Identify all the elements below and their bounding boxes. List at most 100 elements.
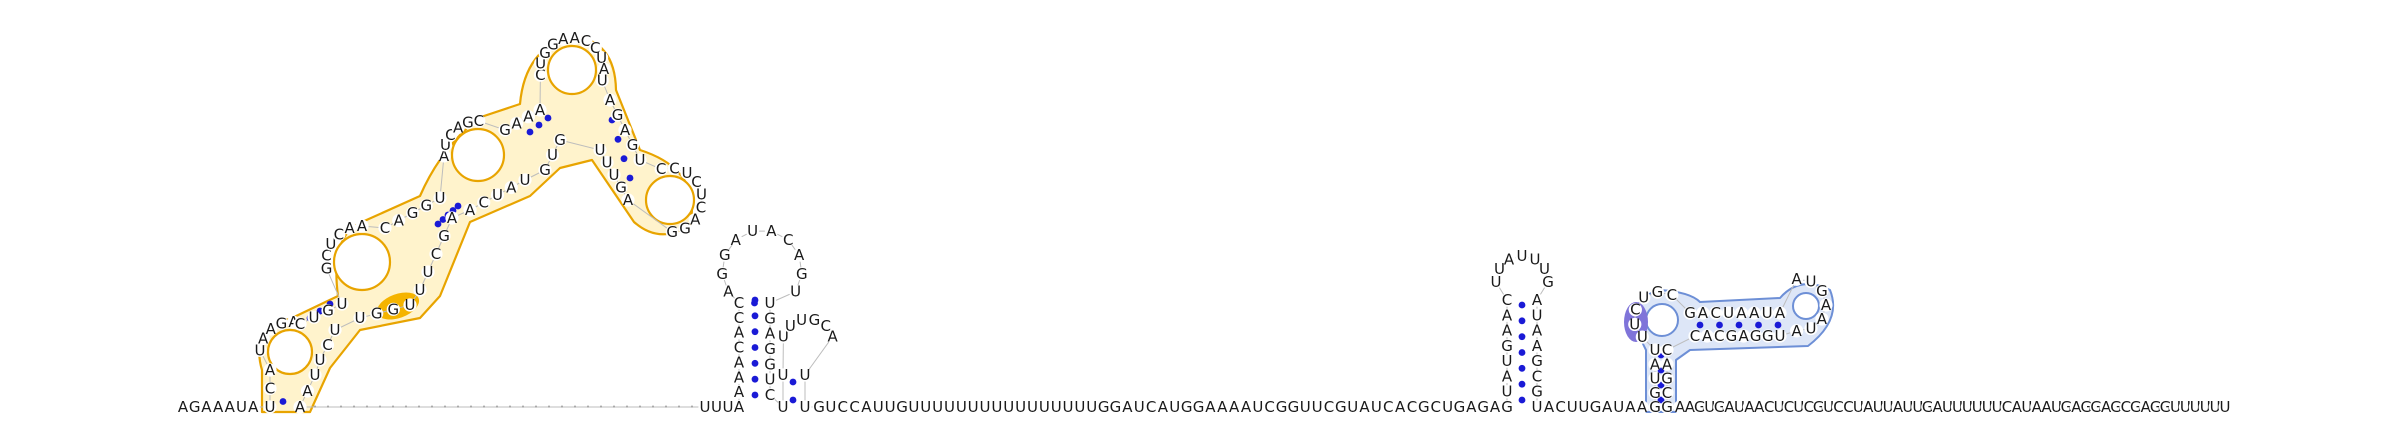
nucleotide-bg — [392, 213, 406, 228]
nucleotide: A — [302, 382, 313, 400]
nucleotide: A — [1736, 304, 1747, 322]
nucleotide: G — [1181, 398, 1193, 416]
nucleotide: C — [445, 126, 455, 144]
nucleotide: C — [1667, 286, 1677, 304]
nucleotide: G — [1694, 398, 1706, 416]
nucleotide: A — [265, 361, 276, 379]
nucleotide-bg — [1761, 329, 1775, 343]
nucleotide: G — [1726, 327, 1738, 345]
nucleotide: · — [378, 398, 383, 416]
nucleotide: A — [1602, 398, 1613, 416]
nucleotide-bg — [553, 133, 567, 147]
nucleotide: U — [440, 136, 451, 154]
nucleotide: C — [1804, 398, 1814, 416]
nucleotide: G — [438, 227, 450, 245]
nucleotide: U — [255, 341, 266, 359]
nucleotide: · — [326, 398, 331, 416]
nucleotide: U — [765, 371, 776, 389]
nucleotide: U — [785, 317, 796, 335]
nucleotide: U — [597, 72, 608, 90]
orange-loop-2 — [332, 232, 392, 292]
base-pair-dot — [751, 344, 759, 351]
nucleotide: A — [1698, 304, 1709, 322]
nucleotide: C — [691, 173, 701, 191]
nucleotide: C — [590, 39, 600, 57]
nucleotide: A — [1791, 322, 1802, 340]
nucleotide-bg — [718, 248, 732, 262]
nucleotide-bg — [1489, 275, 1503, 289]
nucleotide: A — [439, 147, 450, 165]
base-pair-dot — [620, 155, 628, 163]
nucleotide-bg — [1025, 400, 1040, 414]
nucleotide-bg — [1502, 252, 1516, 267]
nucleotide-bg — [533, 103, 547, 117]
nucleotide: · — [443, 398, 448, 416]
nucleotide: U — [355, 309, 366, 327]
nucleotide: G — [1501, 398, 1513, 416]
nucleotide-bg — [1749, 329, 1763, 343]
nucleotide: A — [2101, 398, 2112, 416]
nucleotide-bg — [2139, 400, 2153, 414]
nucleotide-bg — [463, 203, 477, 217]
nucleotide-bg — [776, 400, 790, 414]
nucleotide-bg — [1144, 400, 1158, 414]
nucleotide: U — [885, 398, 896, 416]
nucleotide-bg — [1500, 354, 1514, 368]
nucleotide: A — [1625, 398, 1636, 416]
nucleotide-bg — [313, 353, 327, 367]
nucleotide: U — [1532, 398, 1543, 416]
nucleotide: U — [435, 189, 446, 207]
nucleotide-bg — [621, 193, 635, 207]
nucleotide: A — [570, 29, 581, 47]
nucleotide: U — [1530, 250, 1541, 268]
nucleotide-bg — [781, 233, 795, 247]
nucleotide-bg — [798, 400, 812, 414]
nucleotide-bg — [293, 400, 307, 414]
nucleotide-bg — [1703, 400, 1717, 414]
nucleotide: U — [1704, 398, 1715, 416]
nucleotide-bg — [2049, 400, 2064, 414]
blue-loop-right — [1792, 292, 1820, 320]
nucleotide-bg — [2198, 400, 2212, 414]
nucleotide-bg — [403, 298, 417, 312]
nucleotide-bg — [1322, 400, 1336, 414]
nucleotide-bg — [1530, 385, 1544, 399]
nucleotide: · — [469, 398, 474, 416]
base-pair-dot — [751, 296, 759, 304]
base-pair-dot — [751, 375, 759, 383]
base-pair-dot — [526, 128, 534, 136]
nucleotide-bg — [1819, 298, 1833, 312]
nucleotide-bg — [1980, 400, 1994, 414]
nucleotide-bg — [763, 342, 777, 356]
nucleotide: G — [1531, 352, 1543, 370]
nucleotide-bg — [792, 248, 806, 262]
nucleotide-bg — [1600, 400, 1614, 414]
nucleotide: U — [1074, 398, 1085, 416]
nucleotide-bg — [223, 400, 237, 414]
nucleotide-bg — [625, 138, 640, 152]
nucleotide: U — [1638, 289, 1649, 307]
nucleotide: U — [1539, 260, 1550, 278]
nucleotide-bg — [614, 180, 628, 195]
nucleotide-bg — [1960, 400, 1974, 414]
orange-loop-3 — [450, 127, 506, 183]
nucleotide: U — [1491, 273, 1502, 291]
base-pair-dot — [454, 202, 462, 210]
nucleotide-bg — [1683, 306, 1697, 320]
nucleotide-bg — [1812, 400, 1826, 414]
nucleotide: U — [1982, 398, 1993, 416]
nucleotide-bg — [794, 313, 809, 327]
nucleotide: U — [2220, 398, 2231, 416]
nucleotide: A — [1821, 296, 1832, 314]
nucleotide: U — [1805, 320, 1816, 338]
nucleotide-bg — [1693, 400, 1707, 414]
nucleotide: G — [1501, 337, 1513, 355]
nucleotide: A — [723, 283, 734, 301]
nucleotide: A — [558, 30, 569, 48]
nucleotide: G — [2061, 398, 2073, 416]
nucleotide: G — [896, 398, 908, 416]
nucleotide: A — [620, 121, 631, 139]
nucleotide: G — [420, 197, 432, 215]
nucleotide: U — [2200, 398, 2211, 416]
